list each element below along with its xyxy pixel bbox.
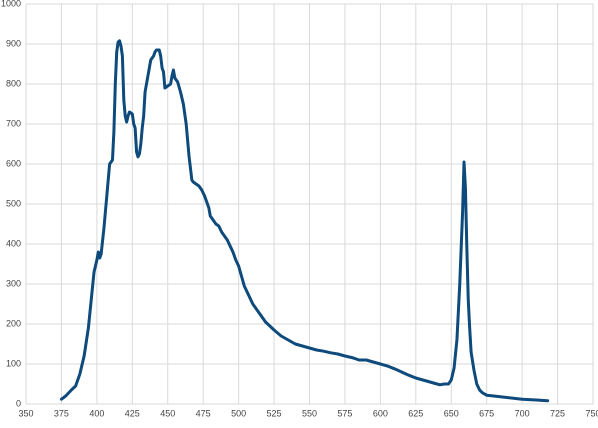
line [59,39,550,403]
x-tick-label: 675 [479,408,494,418]
x-tick-label: 750 [585,408,598,418]
y-tick-label: 800 [6,78,21,88]
x-tick-label: 600 [373,408,388,418]
x-tick-label: 650 [444,408,459,418]
x-tick-label: 425 [125,408,140,418]
x-tick-label: 450 [160,408,175,418]
y-tick-label: 500 [6,198,21,208]
y-tick-label: 200 [6,318,21,328]
x-tick-label: 525 [267,408,282,418]
y-tick-label: 100 [6,358,21,368]
y-tick-label: 400 [6,238,21,248]
y-tick-label: 700 [6,118,21,128]
y-tick-label: 1000 [1,0,21,8]
y-tick-label: 900 [6,38,21,48]
x-tick-label: 625 [408,408,423,418]
x-tick-label: 500 [231,408,246,418]
x-tick-label: 475 [196,408,211,418]
x-tick-label: 725 [550,408,565,418]
y-tick-label: 600 [6,158,21,168]
x-tick-label: 575 [337,408,352,418]
y-tick-label: 0 [16,398,21,408]
x-tick-label: 375 [54,408,69,418]
x-tick-label: 350 [18,408,33,418]
x-tick-label: 400 [89,408,104,418]
x-tick-label: 700 [515,408,530,418]
y-tick-label: 300 [6,278,21,288]
x-tick-label: 550 [302,408,317,418]
